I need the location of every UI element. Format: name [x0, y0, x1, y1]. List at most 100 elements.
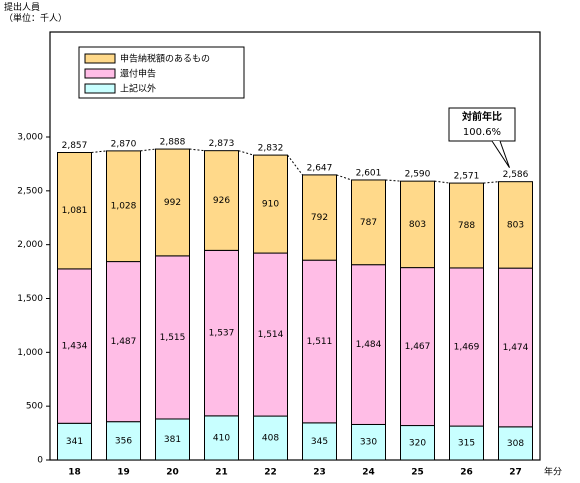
bar-total-label: 2,873	[209, 139, 235, 149]
bar-value-label-other: 320	[409, 438, 426, 448]
bar-segment-other	[106, 421, 141, 461]
bar-segment-refund	[155, 255, 190, 420]
bar-segment-other	[351, 423, 386, 461]
bar-total-label: 2,601	[356, 168, 382, 178]
x-unit-label: 年分	[544, 466, 562, 478]
legend-label-tax_payable: 申告納税額のあるもの	[120, 53, 210, 65]
bar-value-label-refund: 1,514	[258, 330, 284, 340]
bar-segment-other	[302, 422, 337, 461]
bar-value-label-tax_payable: 926	[213, 196, 230, 206]
total-connector-line	[483, 181, 499, 184]
legend-label-refund: 還付申告	[120, 68, 156, 80]
bar-value-label-refund: 1,474	[503, 343, 529, 353]
total-connector-line	[336, 174, 352, 181]
bar-segment-tax_payable	[498, 181, 533, 269]
bar-segment-tax_payable	[351, 179, 386, 266]
y-tick-label: 500	[26, 402, 43, 412]
bar-value-label-tax_payable: 788	[458, 221, 475, 231]
bar-segment-tax_payable	[253, 154, 288, 254]
legend-swatch-other	[84, 83, 116, 94]
bar-segment-refund	[351, 264, 386, 425]
bar-segment-refund	[302, 259, 337, 424]
bar-value-label-other: 330	[360, 438, 377, 448]
bar-value-label-refund: 1,487	[111, 337, 137, 347]
bar-segment-other	[498, 426, 533, 461]
bar-total-label: 2,647	[307, 163, 333, 173]
yoy-callout: 対前年比 100.6%	[448, 107, 516, 168]
bar-segment-refund	[449, 267, 484, 427]
bar-value-label-tax_payable: 910	[262, 200, 279, 210]
y-unit-label-line1: 提出人員	[4, 3, 41, 13]
bar-value-label-other: 315	[458, 439, 475, 449]
y-tick-label: 3,000	[17, 133, 43, 143]
legend-swatch-refund	[84, 68, 116, 79]
legend-swatch-tax_payable	[84, 53, 116, 64]
total-connector-line	[287, 154, 303, 176]
bar-value-label-other: 308	[507, 439, 524, 449]
x-tick-label: 27	[509, 468, 522, 478]
bar-segment-refund	[253, 252, 288, 417]
bar-total-label: 2,857	[62, 141, 88, 151]
x-tick-label: 26	[460, 468, 473, 478]
bar-total-label: 2,888	[160, 138, 186, 148]
bar-value-label-tax_payable: 1,028	[111, 202, 137, 212]
x-tick-label: 19	[117, 468, 130, 478]
bar-total-label: 2,571	[454, 172, 480, 182]
bar-value-label-other: 381	[164, 435, 181, 445]
bar-value-label-tax_payable: 803	[507, 220, 524, 230]
x-tick-label: 24	[362, 468, 375, 478]
x-tick-label: 22	[264, 468, 277, 478]
bar-value-label-other: 345	[311, 437, 328, 447]
bar-value-label-refund: 1,467	[405, 342, 431, 352]
bar-segment-tax_payable	[155, 148, 190, 257]
y-tick-label: 1,500	[17, 294, 43, 304]
total-connector-line	[91, 150, 107, 154]
bar-segment-refund	[498, 267, 533, 428]
total-connector-line	[140, 148, 156, 152]
bar-segment-tax_payable	[302, 174, 337, 261]
bar-value-label-tax_payable: 992	[164, 198, 181, 208]
bar-total-label: 2,590	[405, 170, 431, 180]
bar-segment-other	[449, 425, 484, 461]
legend-label-other: 上記以外	[120, 83, 156, 95]
x-tick-label: 18	[68, 468, 81, 478]
bar-segment-refund	[106, 261, 141, 423]
x-tick-label: 25	[411, 468, 424, 478]
total-connector-line	[385, 179, 401, 182]
bar-value-label-tax_payable: 787	[360, 218, 377, 228]
bar-value-label-tax_payable: 792	[311, 213, 328, 223]
bar-total-label: 2,870	[111, 139, 137, 149]
bar-segment-tax_payable	[449, 182, 484, 269]
bar-segment-refund	[400, 267, 435, 427]
bar-value-label-other: 356	[115, 436, 132, 446]
y-tick-label: 1,000	[17, 348, 43, 358]
total-connector-line	[189, 148, 205, 152]
bar-value-label-refund: 1,484	[356, 340, 382, 350]
bar-segment-other	[204, 415, 239, 461]
y-tick-label: 0	[37, 456, 43, 466]
yoy-callout-title: 対前年比	[461, 110, 502, 123]
bar-value-label-other: 408	[262, 434, 279, 444]
bar-value-label-refund: 1,511	[307, 337, 333, 347]
bar-value-label-refund: 1,537	[209, 329, 235, 339]
y-tick-label: 2,000	[17, 240, 43, 250]
bar-total-label: 2,586	[503, 170, 529, 180]
bar-value-label-refund: 1,469	[454, 343, 480, 353]
bar-segment-tax_payable	[106, 150, 141, 263]
yoy-callout-box	[448, 107, 516, 142]
bar-segment-tax_payable	[204, 150, 239, 251]
bar-value-label-tax_payable: 803	[409, 220, 426, 230]
bar-segment-other	[400, 425, 435, 461]
bar-segment-refund	[57, 268, 92, 424]
x-tick-label: 21	[215, 468, 228, 478]
x-tick-label: 20	[166, 468, 179, 478]
total-connector-line	[238, 150, 254, 156]
bar-value-label-refund: 1,515	[160, 333, 186, 343]
bar-value-label-other: 341	[66, 437, 83, 447]
y-unit-label-line2: （単位：千人）	[4, 14, 68, 24]
plot-frame	[49, 31, 541, 461]
yoy-callout-pointer	[491, 140, 510, 168]
